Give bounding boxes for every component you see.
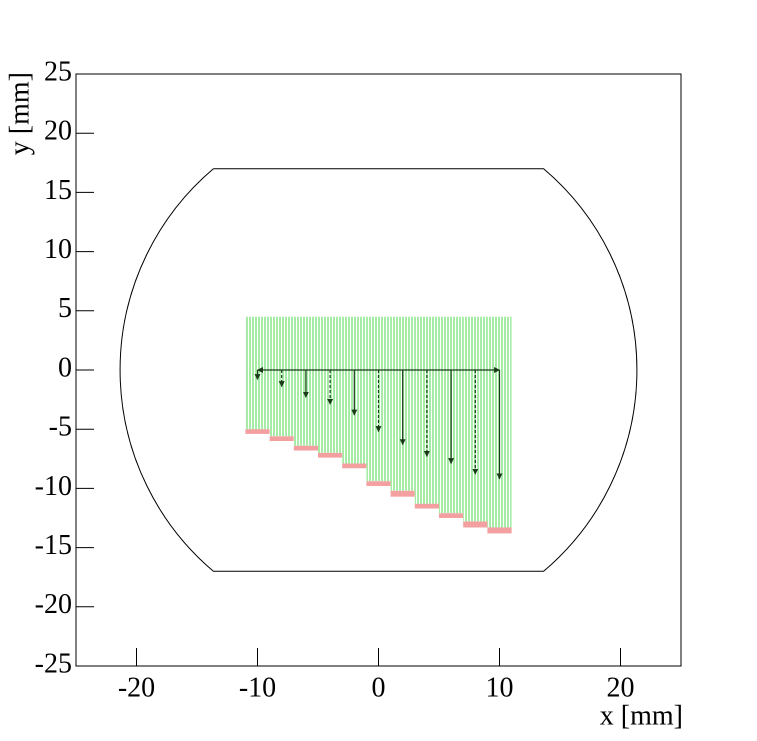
y-tick-label: -25 [35,648,72,679]
y-tick-label: -20 [35,589,72,620]
y-tick-label: -15 [35,530,72,561]
x-tick-label: 0 [372,672,386,703]
x-axis-label: x [mm] [600,700,683,731]
wafer-outline [119,168,638,572]
y-axis-label: y [mm] [4,72,35,155]
active-column [463,316,488,522]
y-tick-label: 15 [44,175,72,206]
x-tick-label: -20 [118,672,155,703]
active-column [366,316,391,482]
active-column [318,316,343,453]
y-tick-label: 10 [44,234,72,265]
edge-band [342,463,367,469]
x-tick-label: 20 [607,672,635,703]
edge-band [318,452,343,458]
y-tick-label: 0 [58,352,72,383]
edge-band [245,429,270,434]
y-tick-label: -5 [49,412,72,443]
edge-band [439,513,464,518]
y-tick-label: -10 [35,471,72,502]
y-tick-label: 20 [44,116,72,147]
edge-band [269,436,294,442]
edge-band [293,445,318,451]
y-tick-label: 5 [58,293,72,324]
edge-band [487,527,512,534]
x-tick-label: 10 [486,672,514,703]
edge-band [463,521,488,528]
x-tick-label: -10 [239,672,276,703]
y-tick-label: 25 [44,56,72,87]
edge-band [414,503,439,509]
edge-band [366,481,391,487]
edge-band [390,490,415,497]
